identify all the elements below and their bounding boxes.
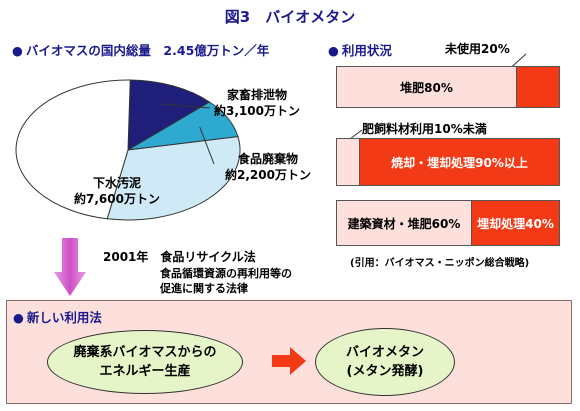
bar1-unused-note: 未使用20% bbox=[445, 42, 510, 56]
sewage-sludge-name: 下水汚泥 bbox=[92, 176, 141, 190]
bar2-incineration-segment: 焼却・埋却処理90%以上 bbox=[359, 139, 559, 185]
livestock-value: 約3,100万トン bbox=[214, 104, 300, 118]
down-arrow-icon bbox=[54, 238, 86, 296]
usage-status-heading-text: 利用状況 bbox=[341, 43, 392, 58]
waste-biomass-line2: エネルギー生産 bbox=[99, 364, 191, 379]
law-description-line2: 促進に関する法律 bbox=[160, 282, 248, 295]
new-usage-heading-text: 新しい利用法 bbox=[26, 310, 102, 325]
law-description: 食品循環資源の再利用等の 促進に関する法律 bbox=[160, 266, 292, 296]
biomass-total-heading-text: バイオマスの国内総量 2.45億万トン／年 bbox=[25, 43, 270, 58]
biomethane-line1: バイオメタン bbox=[345, 345, 424, 360]
new-usage-panel: ● 新しい利用法 廃棄系バイオマスからの エネルギー生産 バイオメタン (メタン発… bbox=[6, 300, 572, 404]
livestock-label: 家畜排泄物 約3,100万トン bbox=[207, 87, 307, 119]
bar2: 焼却・埋却処理90%以上 bbox=[336, 138, 560, 186]
citation: (引用：バイオマス・ニッポン総合戦略) bbox=[350, 258, 530, 269]
new-usage-heading: ● 新しい利用法 bbox=[13, 307, 102, 326]
bar1: 堆肥80% bbox=[336, 66, 560, 108]
livestock-name: 家畜排泄物 bbox=[226, 88, 287, 102]
leader-line-livestock bbox=[160, 103, 211, 109]
pie-slices bbox=[15, 79, 241, 221]
pie-slice-livestock bbox=[127, 79, 211, 151]
waste-biomass-energy-ellipse: 廃棄系バイオマスからの エネルギー生産 bbox=[47, 330, 243, 394]
biomass-pie-chart bbox=[15, 79, 241, 221]
waste-biomass-line1: 廃棄系バイオマスからの bbox=[73, 345, 217, 360]
biomethane-line2: (メタン発酵) bbox=[346, 364, 424, 379]
bar1-compost-segment: 堆肥80% bbox=[400, 80, 453, 95]
pie-slice-sewage bbox=[106, 136, 241, 221]
leader-line-food bbox=[199, 126, 215, 165]
bar3-landfill-segment: 埋却処理40% bbox=[471, 201, 559, 245]
bar1-unused-segment bbox=[516, 67, 559, 107]
bullet-icon: ● bbox=[328, 43, 339, 58]
pie-slice-other bbox=[15, 79, 131, 220]
food-waste-name: 食品廃棄物 bbox=[237, 152, 298, 166]
bullet-icon: ● bbox=[12, 43, 23, 58]
biomass-total-heading: ● バイオマスの国内総量 2.45億万トン／年 bbox=[12, 40, 269, 59]
bullet-icon: ● bbox=[13, 310, 24, 325]
bar2-note: 肥飼料材利用10%未満 bbox=[362, 122, 487, 136]
bar2-fertilizer-segment bbox=[337, 139, 359, 185]
law-description-line1: 食品循環資源の再利用等の bbox=[160, 267, 292, 280]
bar3-building-segment: 建築資材・堆肥60% bbox=[347, 216, 461, 231]
right-arrow-icon bbox=[272, 347, 306, 375]
food-waste-value: 約2,200万トン bbox=[225, 168, 311, 182]
biomethane-ellipse: バイオメタン (メタン発酵) bbox=[315, 328, 455, 396]
food-waste-label: 食品廃棄物 約2,200万トン bbox=[213, 151, 323, 183]
bar3: 建築資材・堆肥60% 埋却処理40% bbox=[336, 200, 560, 246]
usage-status-heading: ● 利用状況 bbox=[328, 40, 392, 59]
sewage-sludge-label: 下水汚泥 約7,600万トン bbox=[62, 175, 172, 207]
food-recycling-law: 2001年 食品リサイクル法 bbox=[103, 250, 256, 264]
sewage-sludge-value: 約7,600万トン bbox=[74, 192, 160, 206]
page-title: 図3 バイオメタン bbox=[224, 8, 356, 26]
